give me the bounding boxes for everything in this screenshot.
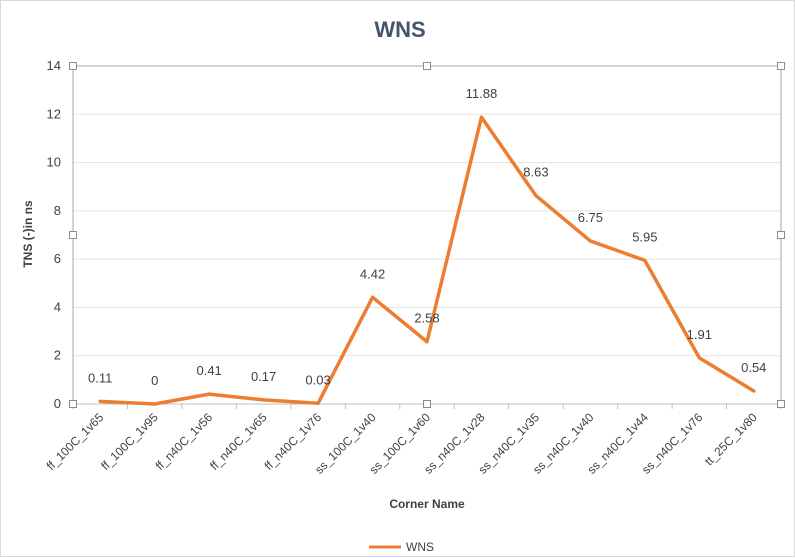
data-point (697, 356, 701, 360)
resize-handle[interactable] (69, 231, 77, 239)
data-point (752, 389, 756, 393)
data-point (262, 398, 266, 402)
data-label: 0 (151, 373, 158, 388)
x-tick-label: ff_100C_1v95 (98, 410, 161, 473)
data-label: 4.42 (360, 266, 385, 281)
x-tick-label: ff_n40C_1v65 (207, 410, 270, 473)
gridlines (72, 65, 782, 405)
y-tick-label: 8 (54, 203, 61, 218)
x-tick-label: ff_100C_1v65 (44, 410, 107, 473)
y-tick-label: 14 (47, 58, 61, 73)
y-axis-ticks: 0 2 4 6 8 10 12 14 (47, 58, 61, 411)
x-tick-label: tt_25C_1v80 (702, 410, 760, 468)
y-tick-label: 10 (47, 155, 61, 170)
resize-handle[interactable] (777, 62, 785, 70)
y-axis-title: TNS (-)in ns (21, 200, 35, 268)
data-label: 2.58 (414, 311, 439, 326)
data-label: 11.88 (466, 86, 498, 101)
data-label: 0.54 (741, 360, 766, 375)
x-axis-ticks: ff_100C_1v65ff_100C_1v95ff_n40C_1v56ff_n… (44, 404, 782, 477)
resize-handle[interactable] (69, 400, 77, 408)
y-tick-label: 4 (54, 299, 61, 314)
x-axis-title: Corner Name (389, 497, 465, 511)
resize-handle[interactable] (777, 400, 785, 408)
plot-area-border (72, 65, 782, 405)
data-label: 1.91 (687, 327, 712, 342)
data-point (588, 239, 592, 243)
legend: WNS (369, 540, 434, 554)
resize-handle[interactable] (69, 62, 77, 70)
data-point (371, 295, 375, 299)
x-tick-label: ff_n40C_1v56 (153, 410, 216, 473)
data-point (316, 401, 320, 405)
data-point (153, 402, 157, 406)
data-label: 0.03 (305, 372, 330, 387)
selection-handles (69, 62, 785, 408)
data-point (643, 258, 647, 262)
series-line-wns (98, 115, 756, 406)
resize-handle[interactable] (423, 62, 431, 70)
legend-label-wns: WNS (406, 540, 434, 554)
chart-title: WNS (374, 17, 425, 42)
data-point (98, 399, 102, 403)
data-label: 0.11 (88, 370, 112, 385)
data-point (534, 194, 538, 198)
resize-handle[interactable] (423, 400, 431, 408)
y-tick-label: 0 (54, 396, 61, 411)
resize-handle[interactable] (777, 231, 785, 239)
data-label: 6.75 (578, 210, 603, 225)
data-label: 0.17 (251, 369, 276, 384)
y-tick-label: 2 (54, 348, 61, 363)
data-label: 8.63 (523, 165, 548, 180)
data-point (479, 115, 483, 119)
data-point (425, 340, 429, 344)
data-point (207, 392, 211, 396)
y-tick-label: 12 (47, 106, 61, 121)
data-label: 0.41 (196, 363, 221, 378)
series-group (98, 115, 756, 406)
y-tick-label: 6 (54, 251, 61, 266)
data-label: 5.95 (632, 229, 657, 244)
data-labels: 0.11 0 0.41 0.17 0.03 4.42 2.58 11.88 8.63 6.75 5.… (88, 86, 766, 388)
